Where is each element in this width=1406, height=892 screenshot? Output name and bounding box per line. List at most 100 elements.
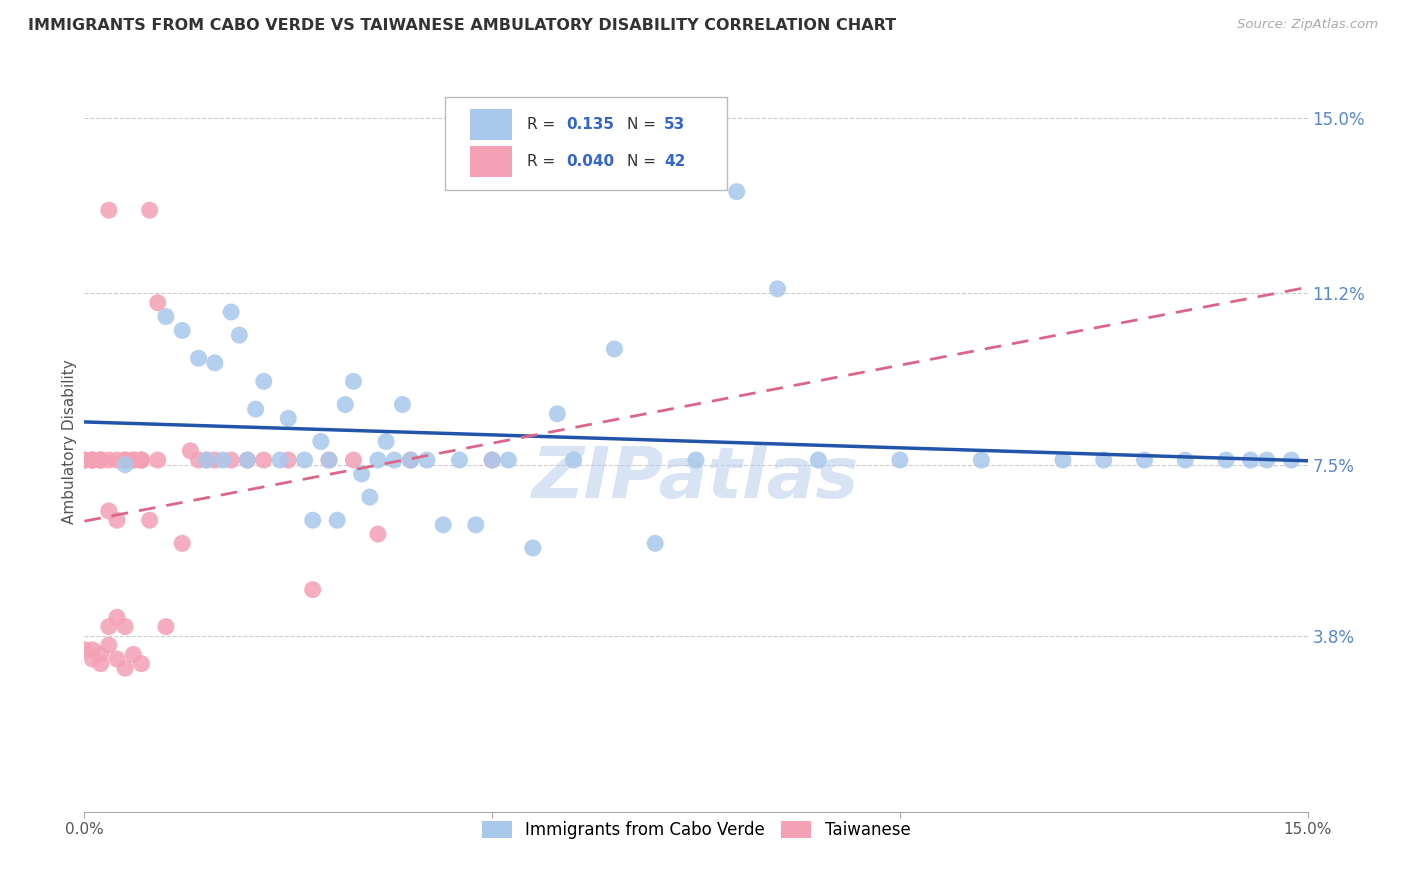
Point [138, 203, 160, 218]
Point [179, 443, 201, 458]
Point [269, 453, 291, 467]
Point [546, 407, 568, 421]
Point [309, 434, 332, 449]
Point [367, 453, 389, 467]
Point [301, 582, 323, 597]
Point [114, 661, 136, 675]
Point [114, 453, 136, 467]
Point [219, 453, 242, 467]
Point [131, 453, 153, 467]
Point [432, 517, 454, 532]
Point [766, 282, 789, 296]
Point [1239, 453, 1261, 467]
Point [342, 375, 364, 389]
Text: 53: 53 [664, 117, 685, 132]
Point [1092, 453, 1115, 467]
Point [685, 453, 707, 467]
Text: 42: 42 [664, 154, 686, 169]
Point [236, 453, 259, 467]
Point [219, 305, 242, 319]
Point [382, 453, 405, 467]
Point [277, 411, 299, 425]
Point [131, 657, 153, 671]
Point [562, 453, 585, 467]
Point [228, 328, 250, 343]
Point [464, 517, 486, 532]
Point [131, 453, 153, 467]
Point [236, 453, 259, 467]
Point [82, 453, 104, 467]
Point [114, 619, 136, 633]
Point [399, 453, 422, 467]
Point [1256, 453, 1278, 467]
Point [1215, 453, 1237, 467]
Point [82, 642, 104, 657]
Legend: Immigrants from Cabo Verde, Taiwanese: Immigrants from Cabo Verde, Taiwanese [474, 813, 918, 847]
Point [498, 453, 520, 467]
Point [245, 402, 267, 417]
FancyBboxPatch shape [470, 146, 513, 178]
Point [155, 310, 177, 324]
Point [318, 453, 340, 467]
FancyBboxPatch shape [446, 97, 727, 190]
Point [318, 453, 340, 467]
Point [195, 453, 218, 467]
Point [399, 453, 422, 467]
Point [335, 398, 357, 412]
Point [73, 642, 96, 657]
Point [90, 453, 112, 467]
Point [105, 610, 128, 624]
Point [90, 657, 112, 671]
Point [970, 453, 993, 467]
Point [367, 527, 389, 541]
Point [73, 453, 96, 467]
Point [138, 513, 160, 527]
Point [122, 453, 145, 467]
Point [122, 648, 145, 662]
Point [1279, 453, 1302, 467]
Text: N =: N = [627, 117, 661, 132]
Point [172, 324, 194, 338]
Point [114, 453, 136, 467]
Point [195, 453, 218, 467]
Point [172, 536, 194, 550]
Point [644, 536, 666, 550]
Point [301, 513, 323, 527]
Point [146, 453, 169, 467]
Point [82, 453, 104, 467]
Point [1133, 453, 1156, 467]
Point [105, 652, 128, 666]
Text: 0.135: 0.135 [567, 117, 614, 132]
Text: R =: R = [527, 154, 560, 169]
Point [131, 453, 153, 467]
Point [97, 638, 120, 652]
Point [187, 453, 209, 467]
Point [603, 342, 626, 356]
Point [155, 619, 177, 633]
Point [97, 453, 120, 467]
Point [97, 203, 120, 218]
Point [350, 467, 373, 481]
Point [294, 453, 316, 467]
Text: R =: R = [527, 117, 560, 132]
Point [359, 490, 381, 504]
Text: N =: N = [627, 154, 661, 169]
Point [212, 453, 235, 467]
Point [73, 453, 96, 467]
Point [204, 356, 226, 370]
Point [90, 453, 112, 467]
Point [253, 375, 276, 389]
Point [114, 458, 136, 472]
Point [391, 398, 413, 412]
Point [342, 453, 364, 467]
Point [82, 453, 104, 467]
Point [277, 453, 299, 467]
Point [253, 453, 276, 467]
Point [146, 295, 169, 310]
Y-axis label: Ambulatory Disability: Ambulatory Disability [62, 359, 77, 524]
Point [204, 453, 226, 467]
Point [82, 652, 104, 666]
Point [449, 453, 471, 467]
Point [105, 453, 128, 467]
Text: IMMIGRANTS FROM CABO VERDE VS TAIWANESE AMBULATORY DISABILITY CORRELATION CHART: IMMIGRANTS FROM CABO VERDE VS TAIWANESE … [28, 18, 896, 33]
